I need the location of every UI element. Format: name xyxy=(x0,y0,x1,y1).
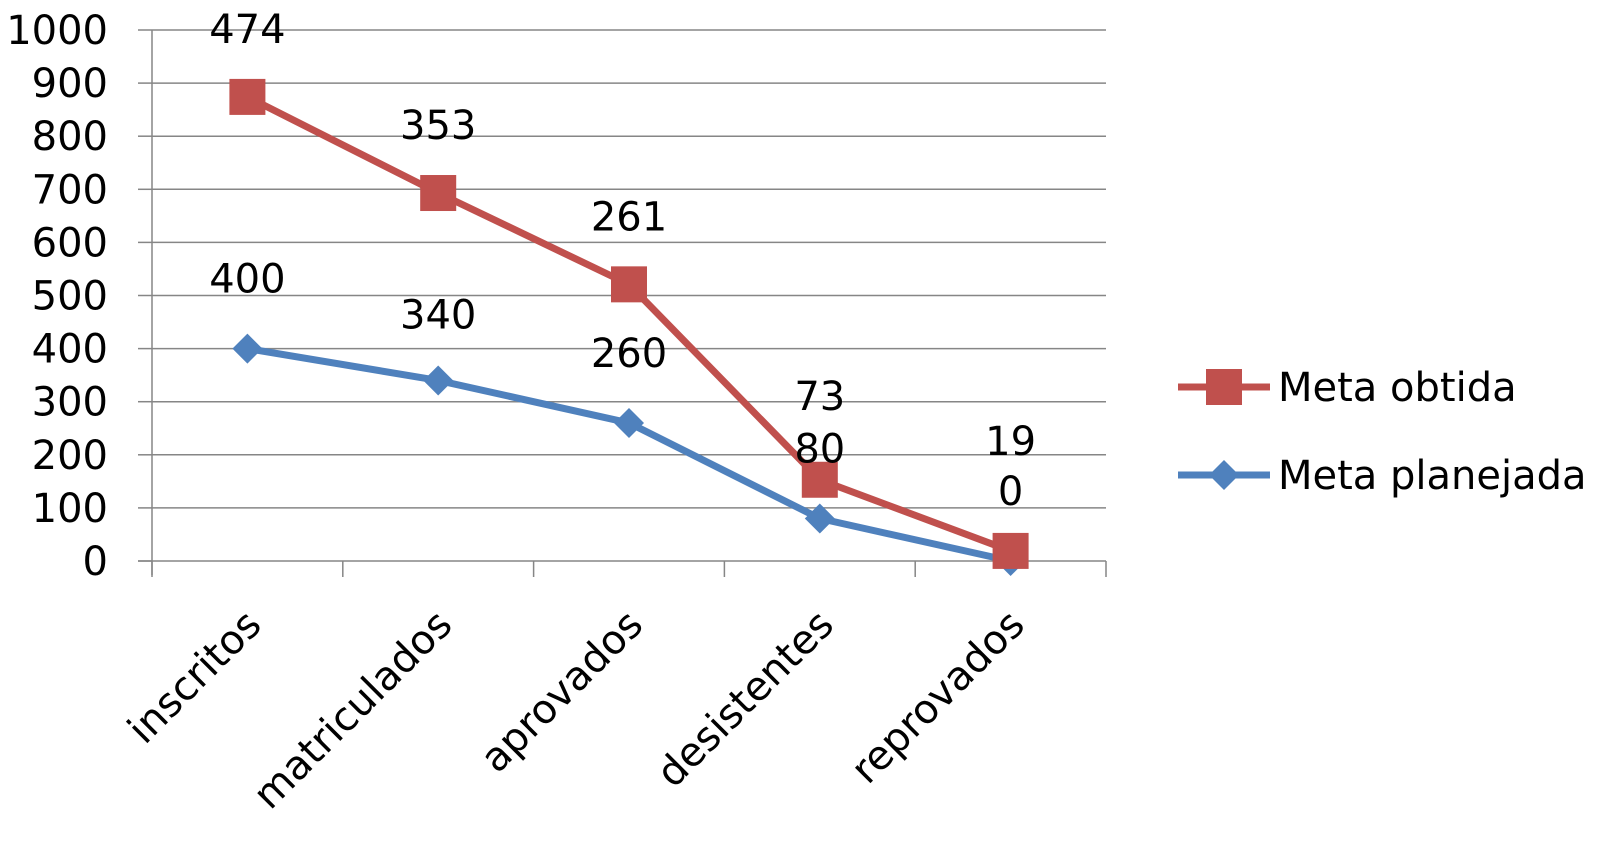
data-labels: 474 353 261 73 19 400 340 260 80 0 xyxy=(209,7,1036,515)
y-tick-label: 500 xyxy=(32,274,108,320)
series-line-meta-obtida xyxy=(245,93,1012,555)
y-tick-label: 100 xyxy=(32,486,108,532)
axes: 01002003004005006007008009001000inscrito… xyxy=(6,8,1107,819)
y-tick-label: 900 xyxy=(32,61,108,107)
data-label: 80 xyxy=(794,427,845,473)
data-point-marker xyxy=(423,365,454,396)
data-point-marker xyxy=(804,503,835,534)
y-tick-label: 700 xyxy=(32,167,108,213)
data-label: 400 xyxy=(209,257,285,303)
y-tick-label: 200 xyxy=(32,433,108,479)
data-point-marker xyxy=(611,266,647,303)
legend-label: Meta obtida xyxy=(1278,365,1517,411)
series-lines xyxy=(229,78,1029,576)
x-category-label: aprovados xyxy=(472,602,652,782)
data-label: 260 xyxy=(591,331,667,377)
y-tick-label: 1000 xyxy=(6,8,108,54)
y-tick-label: 800 xyxy=(32,114,108,160)
legend-diamond-marker xyxy=(1209,460,1239,490)
data-label: 340 xyxy=(400,292,476,338)
y-tick-label: 600 xyxy=(32,220,108,266)
data-label: 261 xyxy=(591,194,667,240)
data-point-marker xyxy=(420,175,457,212)
data-point-marker xyxy=(614,407,644,438)
data-label: 0 xyxy=(998,469,1023,515)
legend: Meta obtida Meta planejada xyxy=(1178,365,1587,499)
legend-label: Meta planejada xyxy=(1278,453,1587,499)
data-label: 474 xyxy=(209,7,285,53)
x-category-label: matriculados xyxy=(245,602,462,819)
data-label: 73 xyxy=(794,374,845,420)
data-label: 19 xyxy=(985,419,1036,465)
x-category-label: reprovados xyxy=(842,602,1033,793)
legend-square-marker xyxy=(1206,369,1242,405)
y-tick-label: 0 xyxy=(83,539,108,585)
data-point-marker xyxy=(232,333,263,364)
data-point-marker xyxy=(992,532,1029,569)
x-category-label: desistentes xyxy=(648,602,843,797)
y-tick-label: 400 xyxy=(32,327,108,373)
data-point-marker xyxy=(229,78,266,115)
data-point-marker xyxy=(801,461,838,498)
data-label: 353 xyxy=(400,103,476,149)
x-category-label: inscritos xyxy=(119,602,270,753)
y-tick-label: 300 xyxy=(32,380,108,426)
